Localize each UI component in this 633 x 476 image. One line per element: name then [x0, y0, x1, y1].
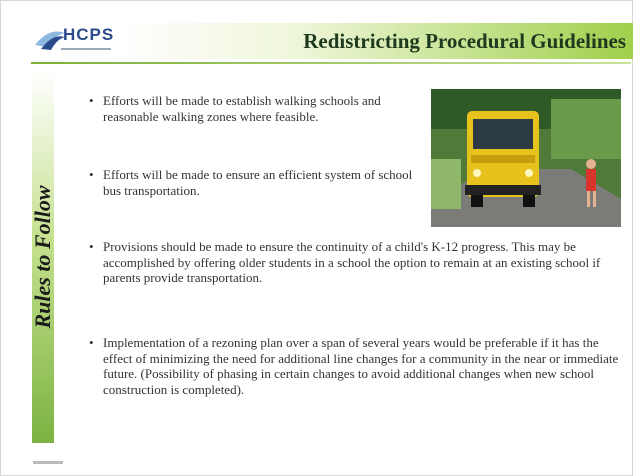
divider	[31, 62, 631, 64]
slide-title: Redistricting Procedural Guidelines	[303, 29, 626, 54]
title-bar: Redistricting Procedural Guidelines	[121, 23, 633, 59]
bullet: Efforts will be made to ensure an effici…	[89, 167, 419, 198]
slide: HCPS Redistricting Procedural Guidelines…	[0, 0, 633, 476]
bus-photo	[431, 89, 621, 227]
side-label: Rules to Follow	[30, 185, 56, 328]
bullet: Implementation of a rezoning plan over a…	[89, 335, 628, 397]
bullet: Efforts will be made to establish walkin…	[89, 93, 419, 124]
bullet: Provisions should be made to ensure the …	[89, 239, 628, 286]
footer-mark	[33, 461, 63, 464]
logo-text: HCPS	[63, 25, 114, 45]
